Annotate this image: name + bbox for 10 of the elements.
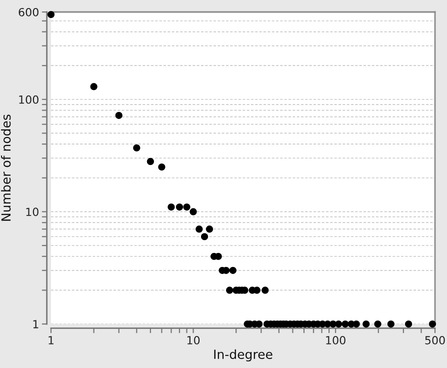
y-axis-title: Number of nodes [1, 114, 11, 221]
y-tick-label: 1 [33, 320, 38, 328]
x-tick-label: 1 [48, 336, 54, 344]
y-tick-label: 10 [26, 208, 38, 216]
y-tick-label: 100 [19, 95, 38, 104]
x-tick-label: 10 [187, 336, 200, 344]
x-tick-label: 100 [326, 336, 346, 344]
y-tick-label: 600 [18, 8, 38, 16]
x-tick-label: 500 [425, 336, 445, 344]
x-axis-title: In-degree [214, 349, 272, 362]
